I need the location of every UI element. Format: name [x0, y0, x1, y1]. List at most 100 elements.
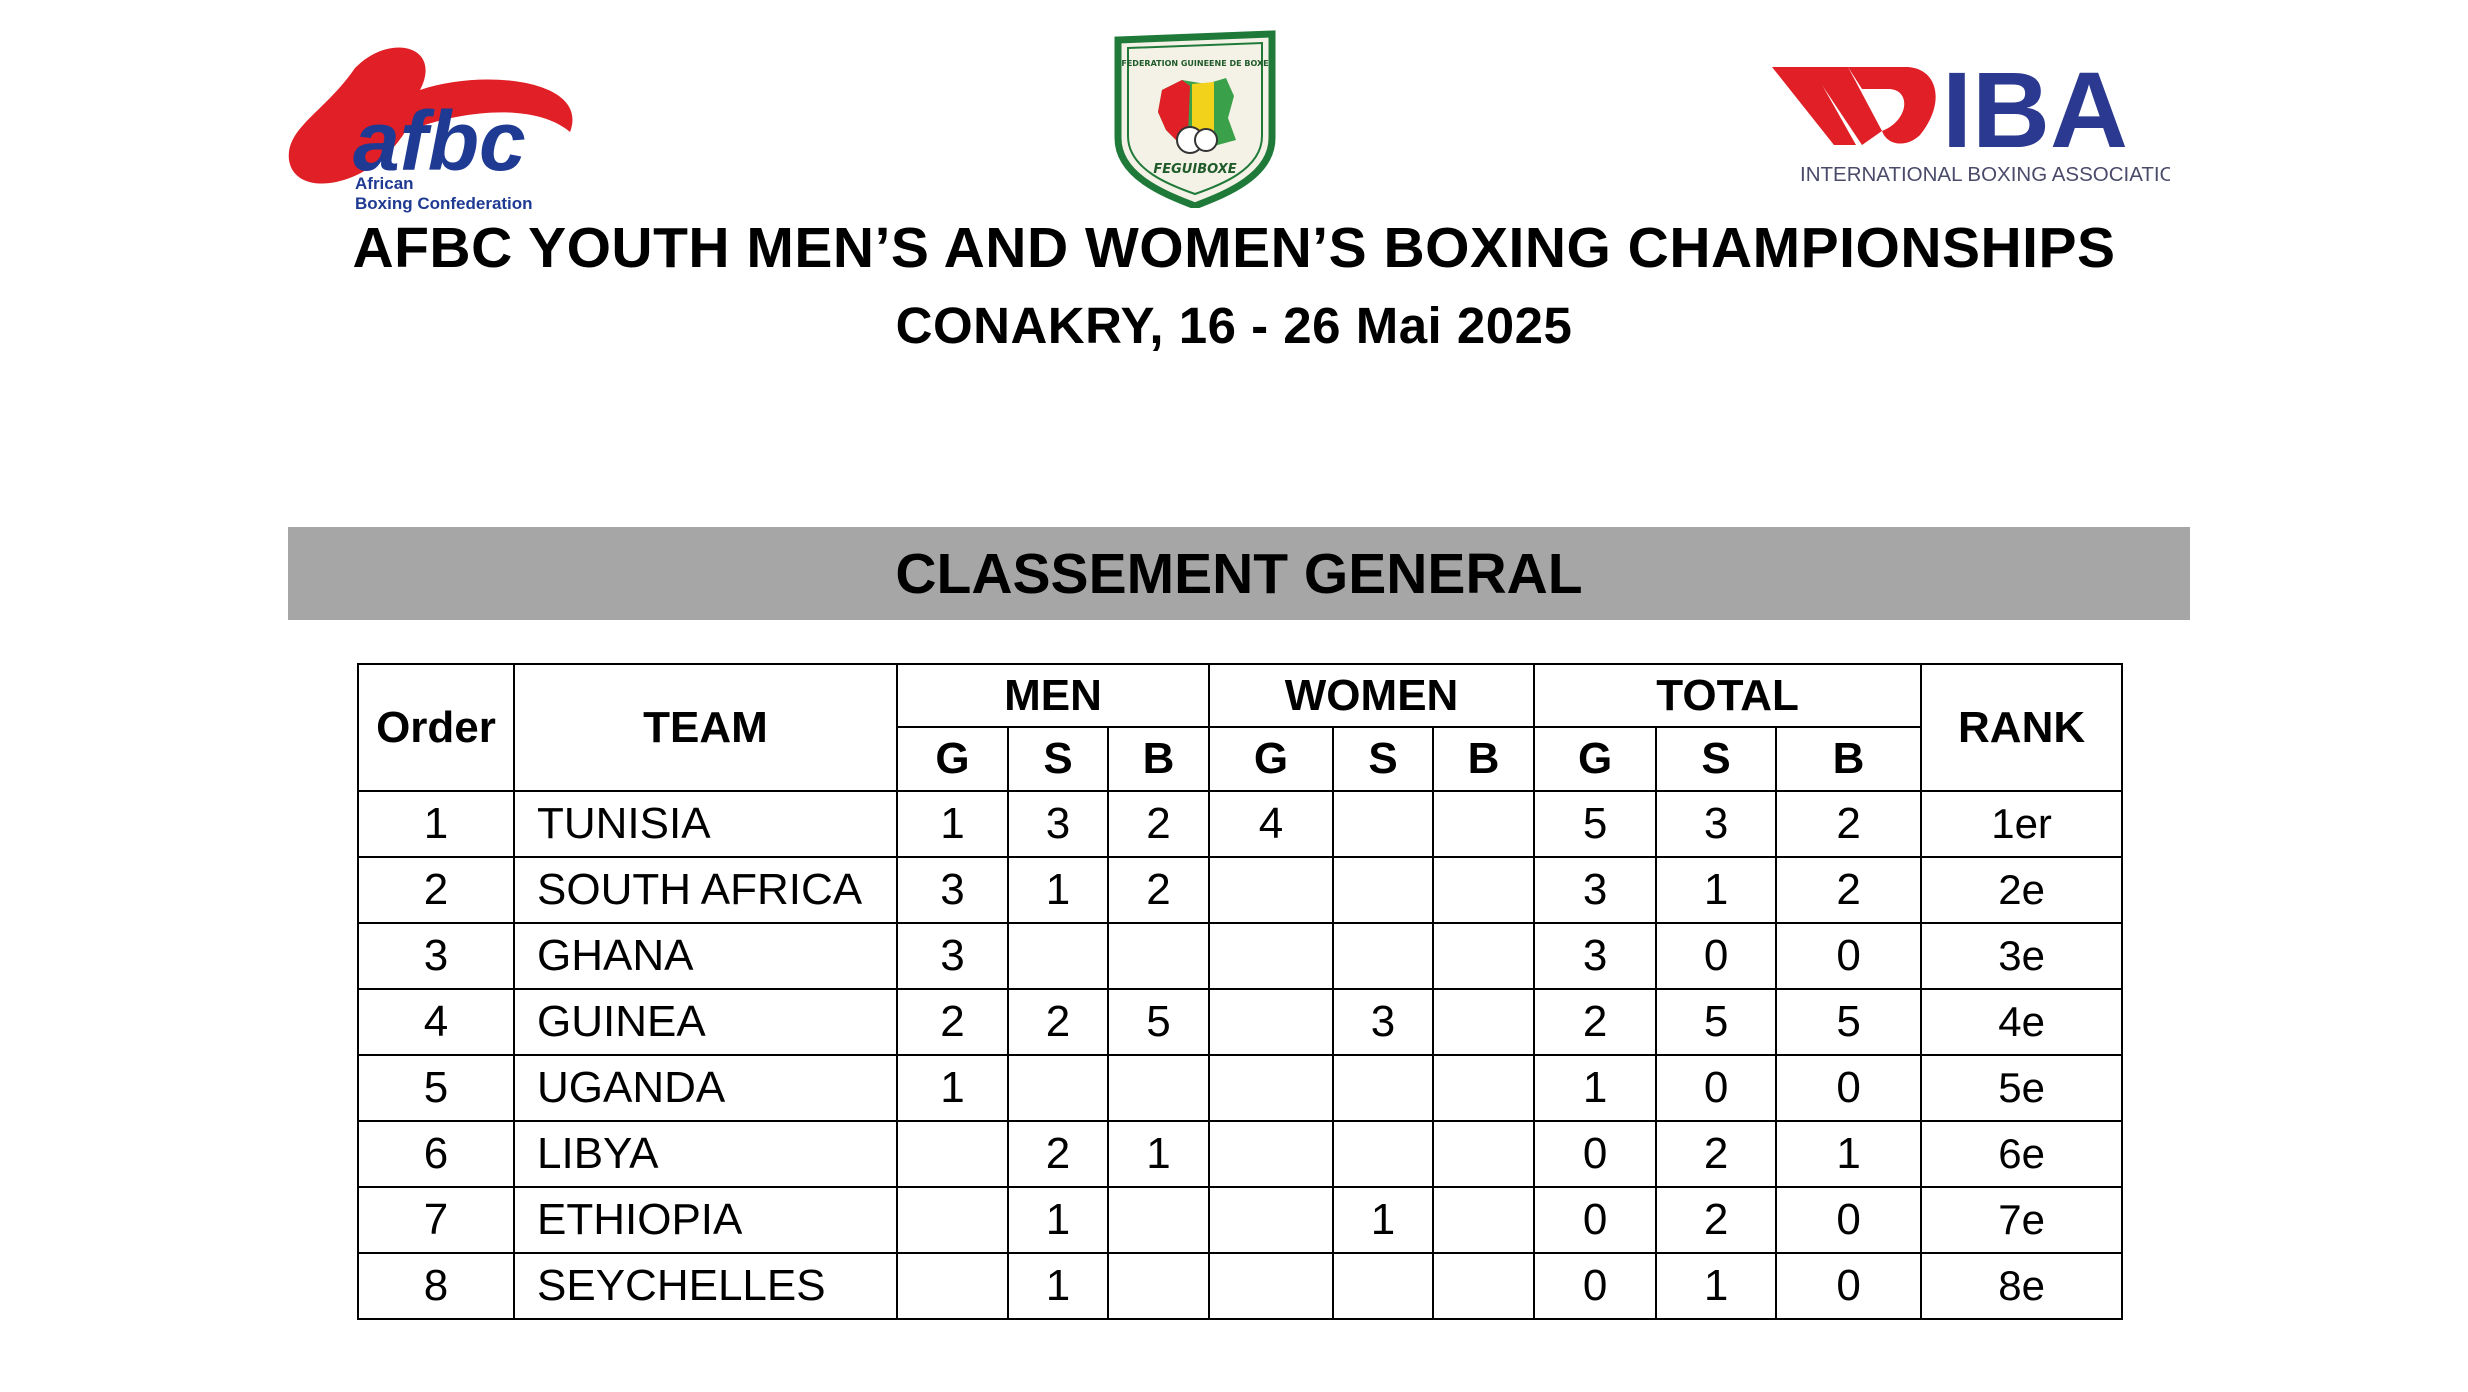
cell-total-b: 0 — [1775, 1252, 1923, 1320]
table-row: 4 GUINEA 2 2 5 3 2 5 5 4e — [357, 988, 2124, 1056]
cell-rank: 2e — [1920, 856, 2124, 924]
cell-women-g — [1208, 988, 1335, 1056]
cell-men-b — [1106, 922, 1211, 990]
cell-men-g — [896, 1120, 1009, 1188]
afbc-swoosh-icon — [288, 47, 573, 184]
header-women-s: S — [1332, 726, 1435, 792]
table-row: 5 UGANDA 1 1 0 0 5e — [357, 1054, 2124, 1122]
cell-total-s: 0 — [1655, 922, 1778, 990]
header-women-b: B — [1432, 726, 1536, 792]
cell-men-b — [1106, 1252, 1211, 1320]
cell-women-b — [1432, 856, 1536, 924]
cell-women-g — [1208, 922, 1335, 990]
cell-total-b: 0 — [1775, 1054, 1923, 1122]
cell-total-s: 1 — [1655, 1252, 1778, 1320]
cell-total-g: 0 — [1533, 1120, 1658, 1188]
cell-team: SOUTH AFRICA — [513, 856, 898, 924]
cell-women-b — [1432, 790, 1536, 858]
cell-team: TUNISIA — [513, 790, 898, 858]
banner-label: CLASSEMENT GENERAL — [895, 541, 1583, 606]
cell-total-b: 5 — [1775, 988, 1923, 1056]
cell-women-g — [1208, 1252, 1335, 1320]
afbc-line2: Boxing Confederation — [355, 194, 533, 213]
cell-men-g: 3 — [896, 856, 1009, 924]
cell-total-g: 5 — [1533, 790, 1658, 858]
cell-team: GUINEA — [513, 988, 898, 1056]
table-row: 3 GHANA 3 3 0 0 3e — [357, 922, 2124, 990]
cell-women-g — [1208, 1054, 1335, 1122]
header-men-s: S — [1007, 726, 1109, 792]
cell-rank: 5e — [1920, 1054, 2124, 1122]
header-rank: RANK — [1920, 663, 2124, 792]
cell-men-g: 3 — [896, 922, 1009, 990]
cell-rank: 4e — [1920, 988, 2124, 1056]
cell-women-b — [1432, 922, 1536, 990]
header-women: WOMEN — [1208, 663, 1536, 728]
cell-rank: 6e — [1920, 1120, 2124, 1188]
cell-total-s: 1 — [1655, 856, 1778, 924]
iba-wing-icon — [1772, 67, 1936, 145]
header-total-g: G — [1533, 726, 1658, 792]
cell-team: LIBYA — [513, 1120, 898, 1188]
cell-total-b: 2 — [1775, 856, 1923, 924]
cell-team: UGANDA — [513, 1054, 898, 1122]
cell-women-s — [1332, 1054, 1435, 1122]
cell-men-g: 2 — [896, 988, 1009, 1056]
iba-subtitle: INTERNATIONAL BOXING ASSOCIATION — [1800, 163, 2170, 186]
cell-men-s — [1007, 1054, 1109, 1122]
cell-men-b — [1106, 1186, 1211, 1254]
table-row: 6 LIBYA 2 1 0 2 1 6e — [357, 1120, 2124, 1188]
cell-team: GHANA — [513, 922, 898, 990]
cell-women-b — [1432, 988, 1536, 1056]
cell-men-s: 1 — [1007, 856, 1109, 924]
cell-men-b: 2 — [1106, 856, 1211, 924]
cell-rank: 8e — [1920, 1252, 2124, 1320]
header-men-b: B — [1106, 726, 1211, 792]
cell-men-g — [896, 1252, 1009, 1320]
header-men: MEN — [895, 663, 1211, 728]
cell-men-s: 1 — [1007, 1252, 1109, 1320]
cell-men-b — [1106, 1054, 1211, 1122]
header-total-s: S — [1655, 726, 1778, 792]
cell-men-s: 1 — [1007, 1186, 1109, 1254]
header-total: TOTAL — [1533, 663, 1923, 728]
cell-total-g: 2 — [1533, 988, 1658, 1056]
cell-men-g — [896, 1186, 1009, 1254]
cell-total-s: 5 — [1655, 988, 1778, 1056]
cell-total-s: 0 — [1655, 1054, 1778, 1122]
cell-rank: 3e — [1920, 922, 2124, 990]
page-title: AFBC YOUTH MEN’S AND WOMEN’S BOXING CHAM… — [352, 216, 2116, 280]
feguiboxe-logo: FEDERATION GUINEENE DE BOXE FEGUIBOXE — [1114, 30, 1276, 208]
cell-order: 2 — [357, 856, 515, 924]
cell-women-b — [1432, 1054, 1536, 1122]
cell-women-s — [1332, 856, 1435, 924]
cell-order: 8 — [357, 1252, 515, 1320]
cell-total-g: 0 — [1533, 1186, 1658, 1254]
cell-total-g: 1 — [1533, 1054, 1658, 1122]
cell-women-b — [1432, 1186, 1536, 1254]
cell-men-g: 1 — [896, 1054, 1009, 1122]
cell-women-s — [1332, 1120, 1435, 1188]
cell-total-g: 3 — [1533, 922, 1658, 990]
table-row: 2 SOUTH AFRICA 3 1 2 3 1 2 2e — [357, 856, 2124, 924]
page-subtitle: CONAKRY, 16 - 26 Mai 2025 — [895, 297, 1573, 354]
cell-women-g — [1208, 1186, 1335, 1254]
cell-total-b: 2 — [1775, 790, 1923, 858]
table-header-row: Order TEAM MEN WOMEN TOTAL RANK — [357, 663, 2124, 792]
iba-logo: IBA INTERNATIONAL BOXING ASSOCIATION — [1772, 55, 2170, 186]
cell-team: ETHIOPIA — [513, 1186, 898, 1254]
table-row: 7 ETHIOPIA 1 1 0 2 0 7e — [357, 1186, 2124, 1254]
cell-order: 1 — [357, 790, 515, 858]
header-team: TEAM — [513, 663, 898, 792]
cell-order: 3 — [357, 922, 515, 990]
table-row: 1 TUNISIA 1 3 2 4 5 3 2 1er — [357, 790, 2124, 858]
cell-men-s: 2 — [1007, 988, 1109, 1056]
cell-men-g: 1 — [896, 790, 1009, 858]
table-row: 8 SEYCHELLES 1 0 1 0 8e — [357, 1252, 2124, 1320]
afbc-logo: afbc African Boxing Confederation — [288, 47, 573, 213]
cell-total-b: 0 — [1775, 922, 1923, 990]
header-total-b: B — [1775, 726, 1923, 792]
cell-men-s — [1007, 922, 1109, 990]
cell-total-s: 2 — [1655, 1120, 1778, 1188]
cell-men-b: 1 — [1106, 1120, 1211, 1188]
